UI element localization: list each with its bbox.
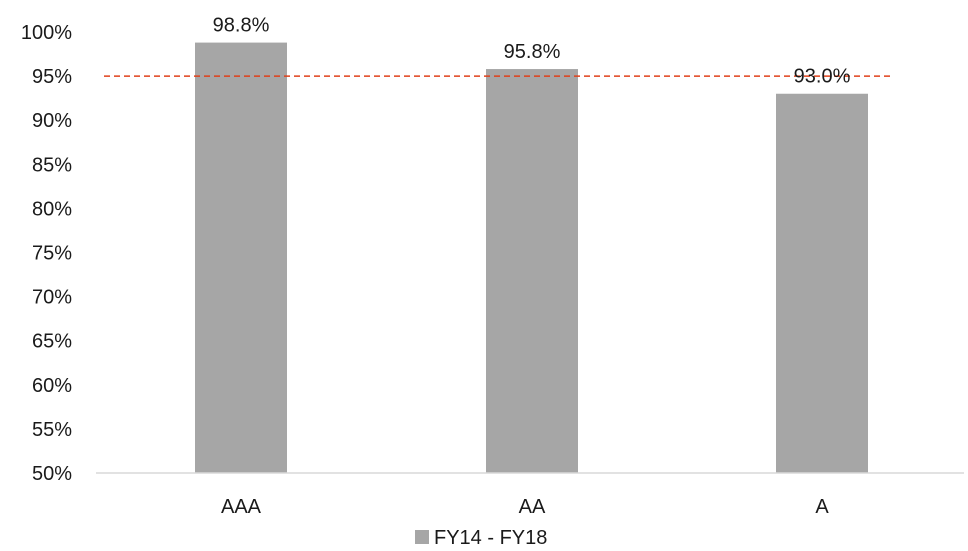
data-labels: 98.8% 95.8% 93.0% (213, 15, 851, 88)
y-tick-label: 95% (32, 66, 72, 88)
x-tick-label: A (815, 496, 829, 518)
data-label: 98.8% (213, 15, 270, 37)
data-label: 95.8% (504, 41, 561, 63)
x-tick-label: AAA (221, 496, 262, 518)
bars (195, 42, 868, 474)
bar-a (776, 93, 868, 474)
y-tick-label: 100% (21, 22, 72, 44)
y-tick-label: 50% (32, 463, 72, 485)
bar-aaa (195, 42, 287, 474)
x-tick-label: AA (519, 496, 546, 518)
data-label: 93.0% (794, 66, 851, 88)
category-labels: AAA AA A (221, 496, 829, 518)
y-axis: 50% 55% 60% 65% 70% 75% 80% 85% 90% 95% 100% (21, 22, 72, 485)
legend-label: FY14 - FY18 (434, 527, 547, 549)
y-tick-label: 55% (32, 419, 72, 441)
bar-aa (486, 69, 578, 473)
legend-swatch (415, 530, 429, 544)
y-tick-label: 90% (32, 110, 72, 132)
y-tick-label: 60% (32, 375, 72, 397)
y-tick-label: 75% (32, 243, 72, 265)
legend: FY14 - FY18 (415, 527, 547, 549)
y-tick-label: 65% (32, 331, 72, 353)
y-tick-label: 80% (32, 198, 72, 220)
y-tick-label: 85% (32, 154, 72, 176)
y-tick-label: 70% (32, 287, 72, 309)
